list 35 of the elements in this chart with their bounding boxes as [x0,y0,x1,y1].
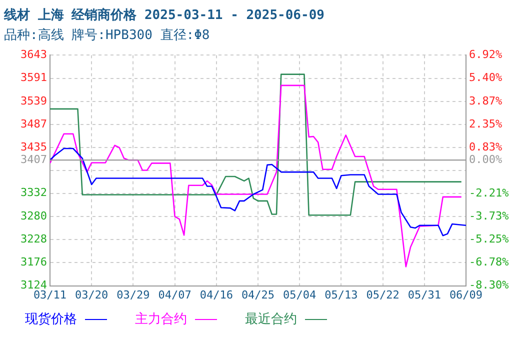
x-tick-label: 05/13 [324,288,358,302]
x-tick-label: 03/11 [33,288,67,302]
chart-subtitle: 品种:高线 牌号:HPB300 直径:Φ8 [4,26,210,43]
y-tick-label: 3332 [20,186,47,200]
x-tick-label: 05/31 [408,288,441,302]
y2-tick-label: 5.40% [469,71,502,84]
x-tick-label: 03/20 [75,288,108,302]
y2-tick-label: -6.78% [469,256,510,269]
x-tick-label: 03/29 [116,288,150,302]
legend-label: 主力合约 [135,311,187,328]
legend-label: 最近合约 [245,311,297,328]
y-tick-label: 3435 [20,140,47,154]
y-tick-label: 3228 [20,232,47,246]
y-tick-label: 3591 [20,71,47,84]
y2-tick-label: 0.00% [469,152,502,166]
y-tick-label: 3176 [20,256,47,269]
y2-tick-label: 6.92% [469,48,502,62]
x-tick-label: 04/16 [200,288,233,302]
y2-tick-label: 3.87% [469,94,502,108]
x-tick-label: 05/04 [283,288,317,302]
chart-title: 线材 上海 经销商价格 2025-03-11 - 2025-06-09 [3,7,324,24]
y2-tick-label: 0.83% [469,140,502,154]
y-tick-label: 3407 [20,152,47,166]
legend-label: 现货价格 [25,311,77,328]
y2-tick-label: -3.73% [469,209,510,222]
x-tick-label: 04/25 [241,288,275,302]
y2-tick-label: -2.21% [469,186,510,200]
y-tick-label: 3280 [20,209,47,222]
y-tick-label: 3487 [20,117,47,130]
y2-tick-label: -5.25% [469,232,510,246]
y-tick-label: 3539 [20,94,47,108]
y2-tick-label: 2.35% [469,117,502,130]
y-tick-label: 3643 [20,48,47,62]
x-tick-label: 05/22 [366,288,400,302]
x-tick-label: 04/07 [158,288,192,302]
